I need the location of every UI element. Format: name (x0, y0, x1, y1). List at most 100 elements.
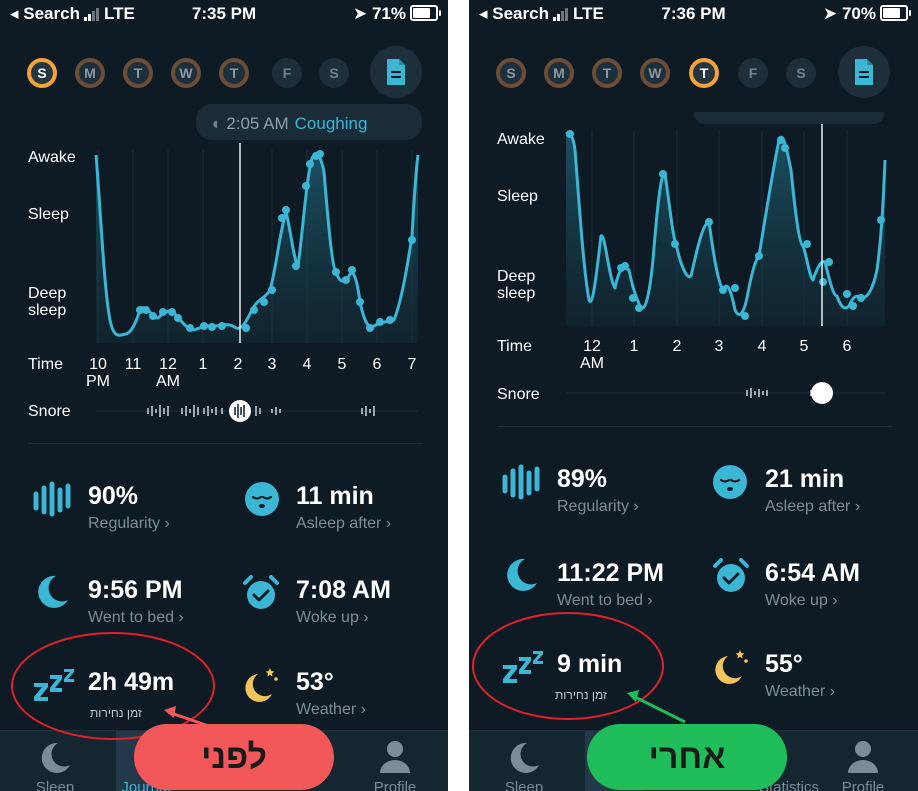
document-button[interactable] (838, 46, 890, 98)
sleepy-face-icon (713, 465, 747, 499)
x-tick: 3 (714, 338, 724, 355)
asleep-after-link[interactable]: Asleep after › (296, 515, 392, 532)
regularity-value: 89% (557, 465, 608, 493)
moon-tab-icon (41, 742, 70, 773)
day-friday[interactable]: F (738, 58, 768, 88)
x-tick: 5 (337, 356, 347, 373)
location-arrow-icon: ➤ (352, 4, 368, 23)
tab-sleep-label: Sleep (504, 779, 544, 791)
phone-after: ◂ Search LTE 7:36 PM ➤ 70% S M T W T F S (469, 0, 918, 791)
phone-before: ◂ Search LTE 7:35 PM ➤ 71% S M T W T F S … (0, 0, 448, 791)
y-label-sleep: Sleep (28, 206, 69, 223)
y-label-deep-sleep: Deep sleep (497, 268, 536, 302)
section-divider (497, 426, 892, 427)
back-to-search-link[interactable]: ◂ Search LTE (479, 4, 604, 26)
tab-profile[interactable]: Profile (355, 731, 435, 791)
day-tuesday[interactable]: T (592, 58, 622, 88)
moon-stars-icon (715, 650, 748, 684)
woke-up-link[interactable]: Woke up › (765, 592, 838, 609)
tab-sleep[interactable]: Sleep (15, 731, 95, 791)
x-tick: 6 (372, 356, 382, 373)
event-tooltip[interactable]: ◖ 2:05 AM Coughing (196, 104, 422, 140)
went-to-bed-link[interactable]: Went to bed › (557, 592, 653, 609)
battery-icon (880, 5, 911, 21)
day-sunday[interactable]: S (496, 58, 526, 88)
x-tick: 1 (629, 338, 639, 355)
regularity-link[interactable]: Regularity › (88, 515, 170, 532)
tooltip-event: Coughing (294, 114, 368, 133)
sleep-chart[interactable] (469, 0, 918, 440)
day-saturday[interactable]: S (319, 58, 349, 88)
sleep-line (565, 131, 887, 316)
day-thursday[interactable]: T (689, 58, 719, 88)
y-label-sleep: Sleep (497, 188, 538, 205)
asleep-after-link[interactable]: Asleep after › (765, 498, 861, 515)
day-saturday[interactable]: S (786, 58, 816, 88)
woke-up-value: 7:08 AM (296, 576, 391, 604)
day-monday[interactable]: M (75, 58, 105, 88)
weather-value: 55° (765, 650, 803, 678)
day-sunday[interactable]: S (27, 58, 57, 88)
document-button[interactable] (370, 46, 422, 98)
snore-cursor-knob[interactable] (229, 400, 251, 422)
tab-profile-label: Profile (841, 779, 885, 791)
sleep-event-dots (566, 130, 885, 320)
day-wednesday[interactable]: W (171, 58, 201, 88)
moon-stars-icon (245, 668, 278, 702)
asleep-after-value: 21 min (765, 465, 845, 493)
x-tick: 10 PM (86, 356, 110, 390)
tooltip-edge (694, 112, 884, 124)
snore-track[interactable] (96, 400, 418, 422)
battery-icon (410, 5, 441, 21)
day-monday[interactable]: M (544, 58, 574, 88)
weather-link[interactable]: Weather › (296, 701, 366, 718)
tab-sleep[interactable]: Sleep (484, 731, 564, 791)
day-tuesday[interactable]: T (123, 58, 153, 88)
x-axis-title: Time (497, 338, 532, 355)
x-tick: 4 (302, 356, 312, 373)
regularity-value: 90% (88, 482, 139, 510)
x-tick: 4 (757, 338, 767, 355)
sound-icon: ◖ (210, 114, 221, 133)
battery-percent: 71% (371, 4, 406, 23)
moon-tab-icon (510, 742, 539, 773)
signal-bars-icon (552, 6, 569, 26)
x-tick: 11 (124, 356, 142, 373)
tooltip-time: 2:05 AM (226, 114, 289, 133)
regularity-link[interactable]: Regularity › (557, 498, 639, 515)
snore-cursor-knob[interactable] (811, 382, 833, 404)
sleep-area (96, 154, 418, 343)
back-to-search-link[interactable]: ◂ Search LTE (10, 4, 135, 26)
sleep-area (566, 133, 885, 326)
document-icon (387, 59, 405, 85)
day-friday[interactable]: F (272, 58, 302, 88)
regularity-bars-icon (502, 464, 540, 500)
went-to-bed-link[interactable]: Went to bed › (88, 609, 184, 626)
tab-sleep-label: Sleep (35, 779, 75, 791)
x-tick: 12 AM (156, 356, 180, 390)
annotation-circle (472, 612, 664, 720)
x-tick: 3 (267, 356, 277, 373)
sleep-chart[interactable] (0, 0, 448, 440)
day-thursday[interactable]: T (219, 58, 249, 88)
x-tick: 2 (233, 356, 243, 373)
sleepy-face-icon (245, 482, 279, 516)
snore-track[interactable] (566, 382, 885, 404)
battery-percent: 70% (841, 4, 876, 23)
alarm-clock-icon (713, 558, 749, 592)
x-tick: 1 (198, 356, 208, 373)
woke-up-link[interactable]: Woke up › (296, 609, 369, 626)
y-label-awake: Awake (28, 149, 76, 166)
day-wednesday[interactable]: W (640, 58, 670, 88)
snore-label: Snore (28, 403, 71, 420)
x-axis-title: Time (28, 356, 63, 373)
tab-profile[interactable]: Profile (823, 731, 903, 791)
x-tick: 5 (799, 338, 809, 355)
location-arrow-icon: ➤ (822, 4, 838, 23)
sleep-event-dots (136, 150, 416, 332)
network-label: LTE (103, 4, 135, 23)
x-tick: 6 (842, 338, 852, 355)
weather-link[interactable]: Weather › (765, 683, 835, 700)
document-icon (855, 59, 873, 85)
profile-icon (848, 741, 878, 773)
